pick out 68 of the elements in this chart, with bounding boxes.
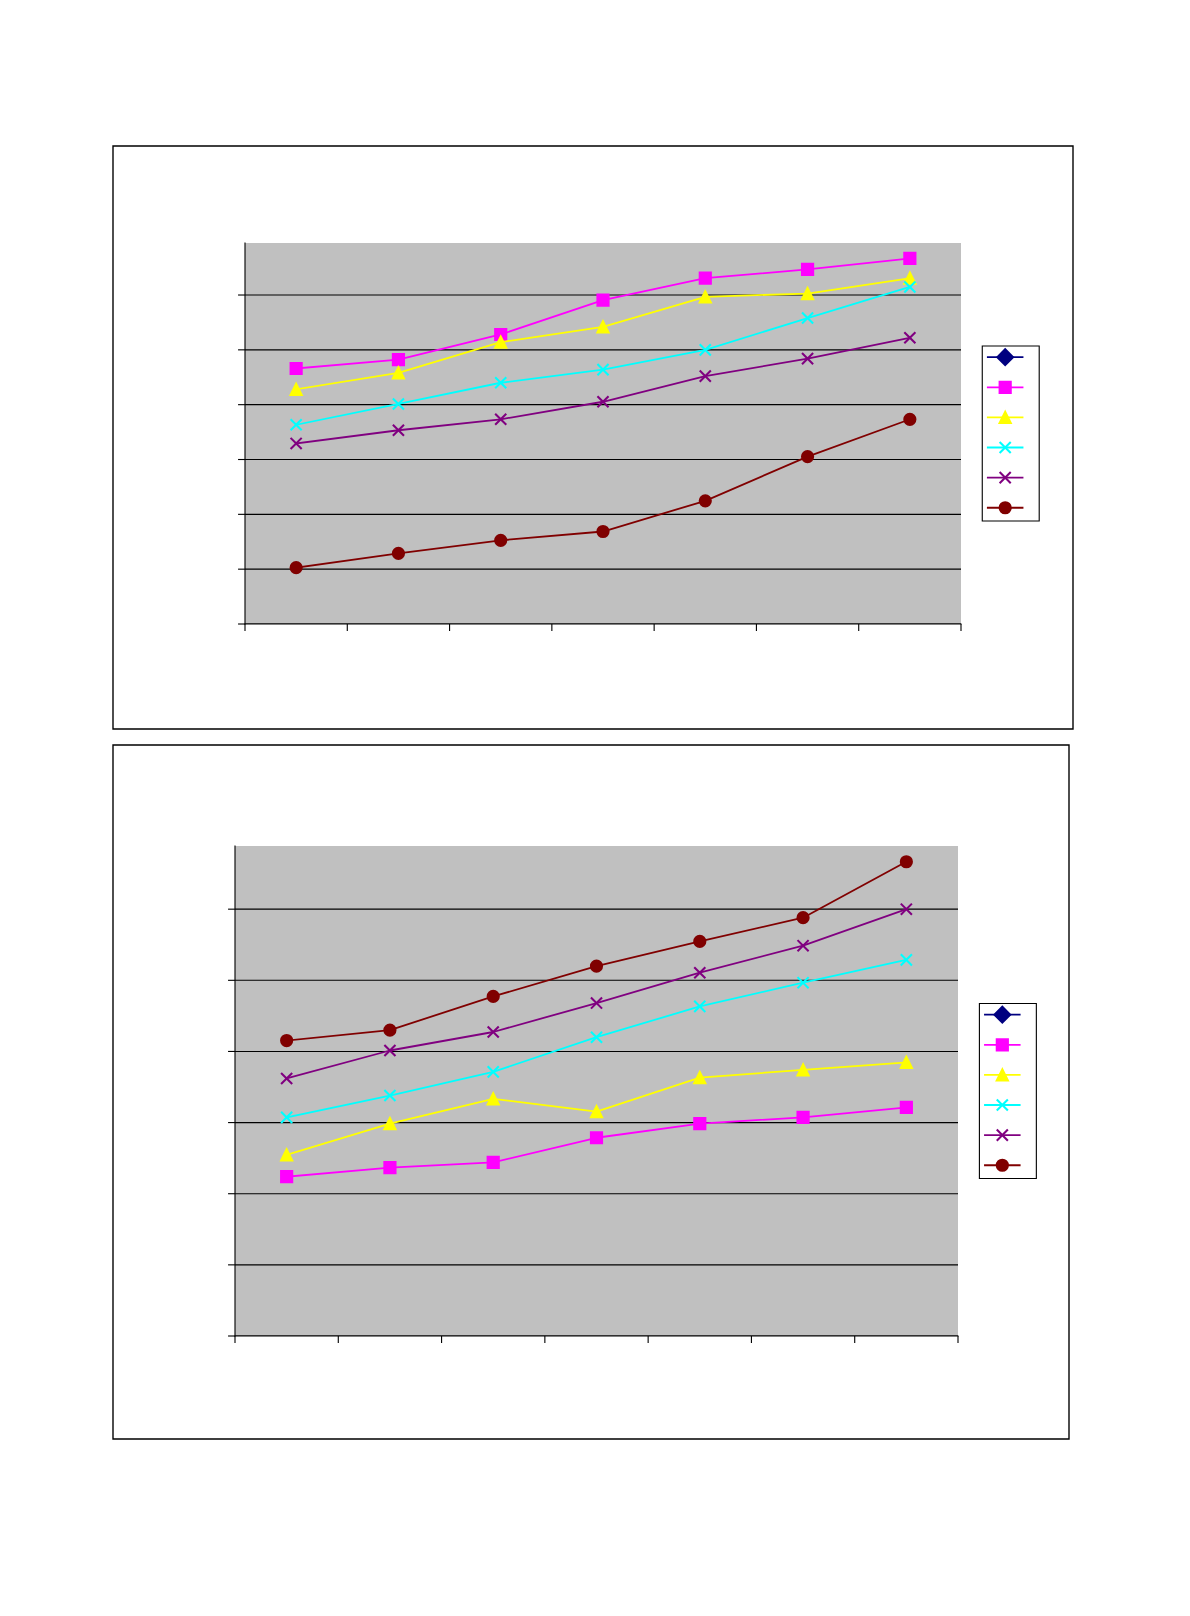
point (383, 1043, 397, 1058)
point (280, 1071, 294, 1086)
point (486, 1065, 500, 1079)
point (903, 251, 917, 266)
point (796, 939, 810, 953)
point (383, 1023, 397, 1037)
point (494, 533, 508, 547)
point (693, 966, 707, 980)
point (596, 395, 610, 409)
point (796, 911, 810, 925)
point (899, 1055, 913, 1069)
point (899, 855, 913, 869)
point (289, 382, 303, 396)
point (289, 561, 303, 575)
point (698, 343, 712, 357)
point (698, 369, 712, 383)
point (589, 1105, 604, 1119)
point (391, 366, 406, 380)
point (899, 902, 913, 916)
point (693, 934, 707, 949)
point (589, 1131, 604, 1145)
point (486, 1155, 500, 1170)
point (383, 1161, 397, 1175)
point (589, 996, 604, 1010)
point (800, 262, 815, 277)
point (698, 271, 712, 285)
point (494, 412, 508, 426)
point (383, 1116, 397, 1131)
point (589, 1030, 604, 1044)
point (800, 311, 815, 325)
point (289, 436, 303, 451)
point (596, 293, 610, 307)
point (693, 999, 707, 1013)
point (391, 397, 406, 411)
point (698, 494, 712, 508)
point (280, 1110, 294, 1124)
point (494, 335, 508, 349)
point (903, 280, 917, 294)
point (693, 1116, 707, 1131)
point (899, 1100, 913, 1115)
point (486, 1025, 500, 1039)
point (693, 1070, 707, 1085)
point (800, 352, 815, 366)
point (391, 423, 406, 437)
point (796, 1110, 810, 1124)
point (596, 524, 610, 539)
point (596, 362, 610, 377)
point (486, 989, 500, 1004)
point (280, 1148, 294, 1162)
point (289, 361, 303, 376)
point (800, 286, 815, 301)
point (596, 320, 610, 334)
point (383, 1088, 397, 1103)
point (280, 1170, 294, 1184)
point (391, 546, 406, 561)
point (486, 1092, 500, 1106)
point (800, 449, 815, 464)
point (391, 353, 406, 367)
point (903, 331, 917, 345)
point (903, 412, 917, 426)
point (698, 290, 712, 304)
point (289, 418, 303, 432)
point (494, 376, 508, 390)
point (796, 1063, 810, 1077)
point (589, 959, 604, 973)
point (280, 1033, 294, 1048)
point (796, 976, 810, 990)
point (899, 953, 913, 967)
